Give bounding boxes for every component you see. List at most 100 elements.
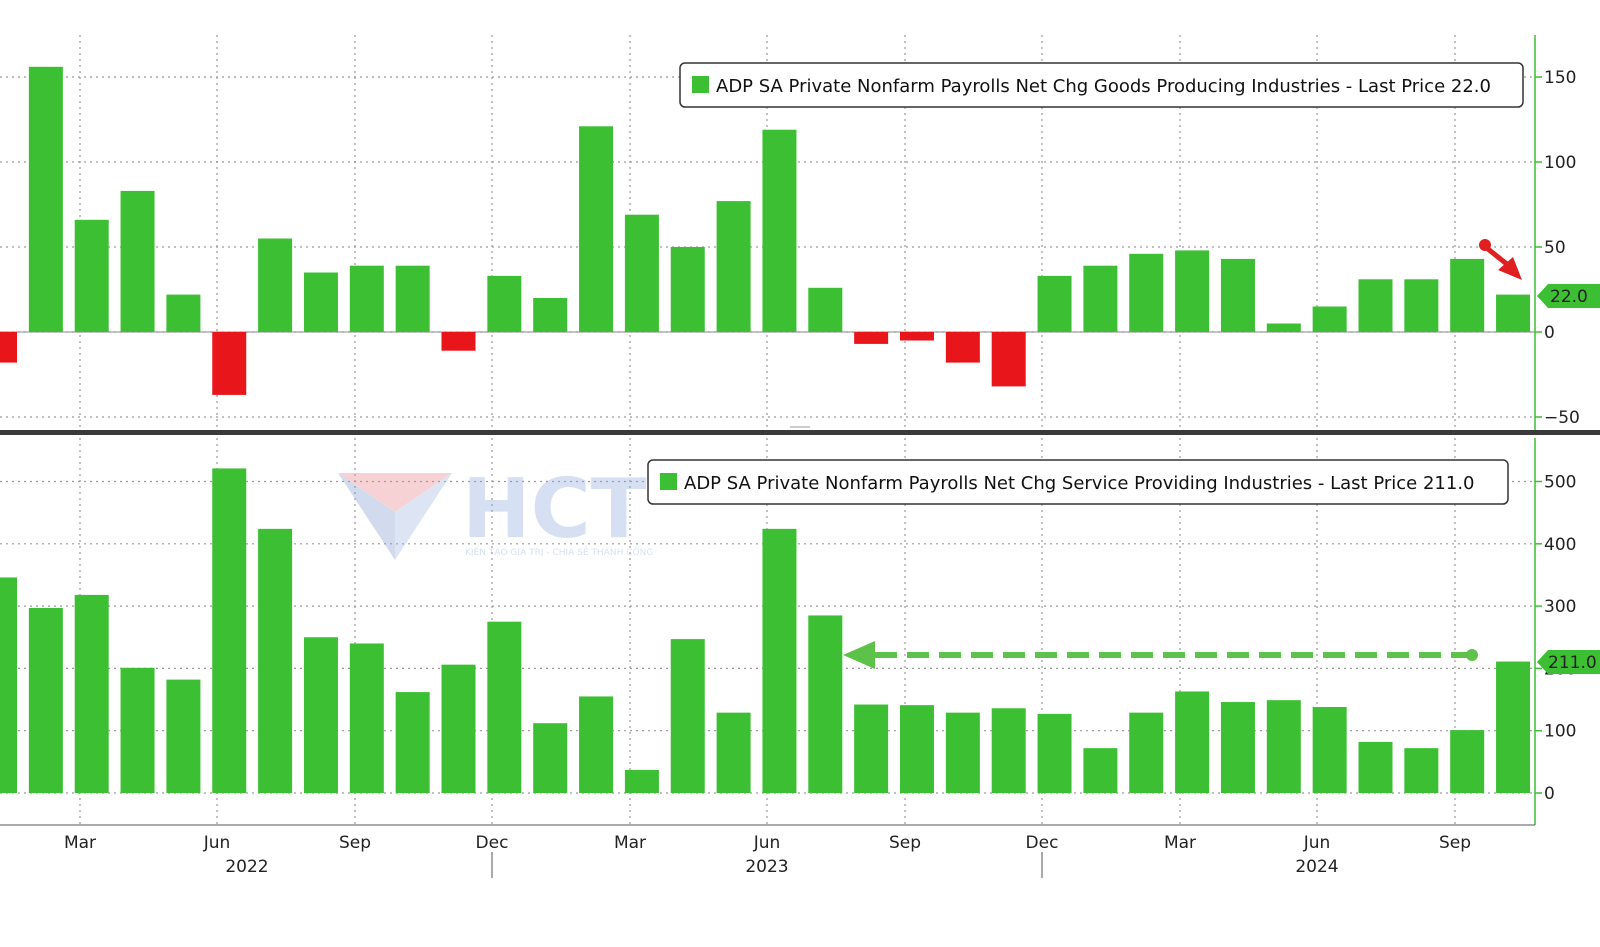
x-year-label: 2024 [1295, 857, 1338, 877]
bar-top-30 [1358, 279, 1393, 332]
bar-bottom-1 [28, 607, 63, 793]
bar-bottom-12 [533, 723, 568, 793]
bar-bottom-10 [441, 664, 476, 793]
bar-top-27 [1220, 258, 1255, 332]
bar-bottom-25 [1129, 712, 1164, 793]
bar-top-13 [579, 126, 614, 332]
legend-top-swatch [692, 76, 709, 93]
bar-top-29 [1312, 306, 1347, 332]
legend-top-box [679, 62, 1524, 108]
bar-top-2 [74, 219, 109, 332]
x-tick-label: Jun [203, 833, 231, 853]
bar-top-16 [716, 201, 751, 332]
y-tick-label-top: 50 [1544, 238, 1566, 258]
panel-separator [0, 430, 1600, 435]
bar-bottom-13 [579, 696, 614, 793]
bar-bottom-21 [945, 712, 980, 793]
axis-layer: −500501001500100200300400500MarJunSepDec… [0, 35, 1600, 878]
bar-bottom-24 [1083, 748, 1118, 793]
last-value-label-bottom: 211.0 [1548, 653, 1597, 673]
legend-top-text: ADP SA Private Nonfarm Payrolls Net Chg … [716, 76, 1491, 97]
bar-top-1 [28, 66, 63, 333]
bar-top-32 [1450, 258, 1485, 332]
x-tick-label: Dec [1026, 833, 1059, 853]
bar-bottom-2 [74, 594, 109, 793]
bar-top-5 [212, 332, 247, 395]
bar-bottom-27 [1220, 702, 1255, 793]
bar-top-3 [120, 190, 155, 332]
bar-bottom-32 [1450, 730, 1485, 793]
x-tick-label: Sep [339, 833, 371, 853]
bar-top-21 [945, 332, 980, 363]
y-tick-label-top: 150 [1544, 68, 1576, 88]
bar-bottom-0 [0, 577, 17, 793]
legend-top: ADP SA Private Nonfarm Payrolls Net Chg … [679, 62, 1524, 108]
bar-bottom-19 [854, 704, 889, 793]
x-year-label: 2023 [745, 857, 788, 877]
bar-bottom-11 [487, 621, 522, 793]
bar-top-19 [854, 332, 889, 344]
watermark: HCT KIẾN TẠO GIÁ TRỊ - CHIA SẺ THÀNH CÔN… [338, 462, 653, 560]
y-tick-label-top: 0 [1544, 323, 1555, 343]
x-tick-label: Mar [64, 833, 96, 853]
bar-bottom-16 [716, 712, 751, 793]
bar-bottom-22 [991, 708, 1026, 793]
last-value-label-top: 22.0 [1550, 287, 1588, 307]
bar-bottom-26 [1175, 691, 1210, 793]
bar-top-6 [258, 238, 293, 332]
bar-bottom-30 [1358, 741, 1393, 793]
bars-layer [0, 66, 1531, 793]
bar-bottom-4 [166, 679, 201, 793]
bar-top-26 [1175, 250, 1210, 332]
bar-top-25 [1129, 253, 1164, 332]
bar-top-23 [1037, 275, 1072, 332]
bar-bottom-18 [808, 615, 843, 793]
bar-bottom-5 [212, 468, 247, 793]
bar-bottom-14 [624, 769, 659, 793]
bar-bottom-20 [900, 705, 934, 793]
bar-top-0 [0, 332, 17, 363]
green-dashed-arrow-annotation [843, 641, 1478, 669]
bar-top-18 [808, 287, 843, 332]
x-tick-label: Dec [476, 833, 509, 853]
watermark-logo-top [338, 473, 452, 512]
bar-bottom-33 [1496, 661, 1531, 793]
watermark-tagline: KIẾN TẠO GIÁ TRỊ - CHIA SẺ THÀNH CÔNG [465, 546, 653, 558]
last-value-tag-bottom: 211.0 [1537, 650, 1600, 674]
y-tick-label-bottom: 500 [1544, 473, 1576, 493]
bar-bottom-23 [1037, 713, 1072, 793]
x-tick-label: Mar [1164, 833, 1196, 853]
watermark-brand: HCT [462, 462, 647, 557]
bar-top-9 [395, 265, 430, 332]
bar-top-7 [303, 272, 338, 332]
watermark-logo-right [395, 473, 452, 560]
bar-top-31 [1404, 279, 1439, 332]
y-tick-label-bottom: 400 [1544, 535, 1576, 555]
x-tick-label: Jun [753, 833, 781, 853]
bar-top-24 [1083, 265, 1118, 332]
y-tick-label-top: 100 [1544, 153, 1576, 173]
bar-bottom-31 [1404, 748, 1439, 793]
bar-bottom-3 [120, 667, 155, 793]
y-tick-label-top: −50 [1544, 408, 1580, 428]
bar-top-28 [1266, 323, 1301, 332]
x-tick-label: Sep [1439, 833, 1471, 853]
bar-bottom-15 [670, 639, 705, 793]
bar-bottom-6 [258, 528, 293, 793]
bar-top-4 [166, 294, 201, 332]
bar-bottom-29 [1312, 707, 1347, 793]
legend-bottom-box [647, 459, 1509, 505]
y-tick-label-bottom: 100 [1544, 722, 1576, 742]
bar-top-14 [624, 214, 659, 332]
y-tick-label-bottom: 300 [1544, 597, 1576, 617]
legend-bottom: ADP SA Private Nonfarm Payrolls Net Chg … [647, 459, 1509, 505]
legend-bottom-swatch [660, 473, 677, 490]
bar-top-12 [533, 298, 568, 332]
bar-bottom-9 [395, 692, 430, 793]
bar-top-8 [349, 265, 384, 332]
red-arrow-annotation [1479, 239, 1522, 280]
watermark-logo-left [338, 473, 395, 560]
bar-bottom-28 [1266, 700, 1301, 793]
last-value-tags: 22.0 211.0 [1537, 284, 1600, 674]
